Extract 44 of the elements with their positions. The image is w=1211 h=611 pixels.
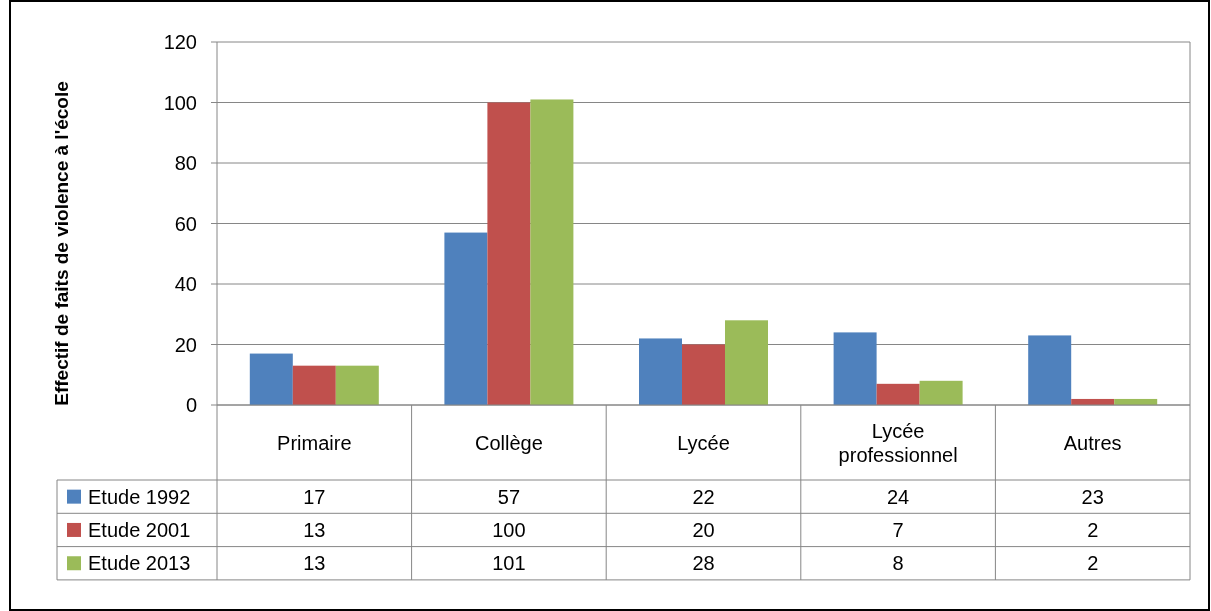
y-tick-label: 0 <box>185 394 197 416</box>
data-label: 23 <box>1081 485 1104 508</box>
bar <box>639 338 682 405</box>
y-tick-label: 120 <box>163 31 197 53</box>
bar <box>487 102 531 405</box>
bar <box>249 353 293 405</box>
bar <box>444 232 488 405</box>
data-label: 24 <box>886 485 910 508</box>
bar <box>833 332 877 405</box>
data-label: 8 <box>892 552 904 575</box>
data-label: 7 <box>892 518 904 541</box>
bar <box>335 365 379 405</box>
x-tick-label: Lycée professionnel <box>838 419 958 466</box>
bar <box>725 320 768 405</box>
legend-label: Etude 1992 <box>88 485 191 508</box>
data-label: 17 <box>303 485 326 508</box>
y-tick-label: 60 <box>174 212 197 235</box>
data-label: 22 <box>692 485 715 508</box>
y-axis-title: Effectif de faits de violence à l'école <box>51 81 72 406</box>
legend-label: Etude 2013 <box>88 552 191 575</box>
legend-label: Etude 2001 <box>88 518 191 541</box>
data-label: 2 <box>1087 552 1099 575</box>
bar <box>919 380 963 405</box>
data-label: 101 <box>492 552 526 575</box>
x-tick-label: Primaire <box>277 431 352 454</box>
x-tick-label: Autres <box>1063 431 1122 454</box>
data-label: 28 <box>692 552 715 575</box>
data-label: 20 <box>692 518 715 541</box>
data-label: 13 <box>303 552 326 575</box>
bar <box>292 365 336 405</box>
bar <box>1028 335 1072 405</box>
bar <box>876 383 920 405</box>
x-tick-label: Collège <box>474 431 543 454</box>
y-tick-label: 100 <box>163 91 197 114</box>
x-tick-label: Lycée <box>677 431 730 454</box>
data-label: 2 <box>1087 518 1099 541</box>
y-tick-label: 80 <box>174 152 197 174</box>
data-label: 13 <box>303 518 326 541</box>
data-label: 57 <box>497 485 521 508</box>
bar <box>682 344 725 405</box>
bar <box>530 99 574 405</box>
data-label: 100 <box>492 518 526 541</box>
y-tick-label: 20 <box>174 333 197 356</box>
y-tick-label: 40 <box>174 273 197 295</box>
